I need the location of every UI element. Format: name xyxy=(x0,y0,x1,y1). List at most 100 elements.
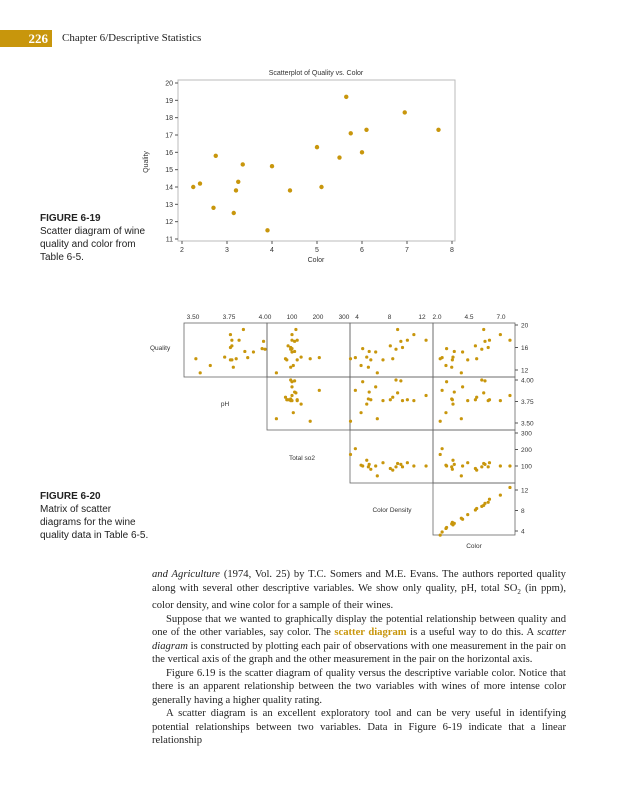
data-point xyxy=(473,344,477,348)
data-point xyxy=(451,458,455,462)
y-tick-label: 19 xyxy=(165,98,173,105)
data-point xyxy=(290,350,294,354)
matrix-panel xyxy=(266,322,351,378)
data-point xyxy=(348,419,353,423)
data-point xyxy=(274,371,278,375)
data-point xyxy=(194,357,198,361)
data-point xyxy=(475,506,479,511)
data-point xyxy=(381,358,385,362)
data-point xyxy=(405,398,409,402)
figure-label: FIGURE 6-19 xyxy=(40,213,101,224)
y-tick-label: 14 xyxy=(165,185,173,192)
data-point xyxy=(364,127,369,132)
data-point xyxy=(394,347,398,351)
body-text: and Agriculture (1974, Vol. 25) by T.C. … xyxy=(152,568,566,748)
plot-frame xyxy=(177,79,456,242)
matrix-label-total-so2: Total so2 xyxy=(289,455,315,462)
data-point xyxy=(374,464,378,468)
x-axis-label: Color xyxy=(308,257,325,264)
data-point xyxy=(308,357,312,361)
data-point xyxy=(487,338,492,342)
data-point xyxy=(445,464,449,468)
data-point xyxy=(475,357,479,361)
data-point xyxy=(405,338,409,342)
data-point xyxy=(444,363,448,368)
data-point xyxy=(459,371,463,375)
data-point xyxy=(289,365,293,369)
page-number: 226 xyxy=(0,30,52,47)
data-point xyxy=(361,347,365,351)
top-tick-label: 4.5 xyxy=(464,314,473,321)
x-tick-label: 3 xyxy=(225,247,229,254)
data-point xyxy=(436,127,441,132)
data-point xyxy=(400,399,405,403)
right-tick-label: 3.50 xyxy=(521,421,534,428)
data-point xyxy=(405,461,409,465)
y-tick-label: 16 xyxy=(165,150,173,157)
x-tick-label: 8 xyxy=(450,247,454,254)
scatter-title: Scatterplot of Quality vs. Color xyxy=(269,70,364,77)
data-point xyxy=(314,144,320,150)
data-point xyxy=(438,452,442,457)
data-point xyxy=(274,417,278,421)
data-point xyxy=(483,339,487,343)
y-tick-label: 15 xyxy=(165,167,173,174)
y-tick-label: 20 xyxy=(165,81,173,88)
matrix-label-ph: pH xyxy=(221,401,230,408)
data-point xyxy=(483,501,487,505)
data-point xyxy=(337,155,342,160)
data-point xyxy=(402,110,407,115)
data-point xyxy=(412,332,416,337)
top-tick-label: 4 xyxy=(355,314,359,321)
data-point xyxy=(353,447,357,451)
data-point xyxy=(399,379,403,383)
x-tick-label: 7 xyxy=(405,247,409,254)
data-point xyxy=(366,465,370,469)
data-point xyxy=(498,332,502,337)
data-point xyxy=(293,339,297,343)
data-point xyxy=(388,344,392,348)
data-point xyxy=(483,379,487,383)
data-point xyxy=(213,153,218,158)
data-point xyxy=(394,378,398,382)
data-point xyxy=(424,393,428,398)
data-point xyxy=(365,355,369,359)
data-point xyxy=(353,388,357,392)
data-point xyxy=(400,345,405,350)
data-point xyxy=(450,358,454,362)
data-point xyxy=(283,357,288,361)
data-point xyxy=(359,363,363,368)
data-point xyxy=(475,468,479,472)
paragraph: and Agriculture (1974, Vol. 25) by T.C. … xyxy=(152,569,566,612)
data-point xyxy=(367,462,371,466)
data-point xyxy=(391,468,395,472)
top-tick-label: 4.00 xyxy=(259,314,272,321)
matrix-panel xyxy=(183,322,268,378)
x-tick-label: 2 xyxy=(180,247,184,254)
data-point xyxy=(353,356,357,360)
data-point xyxy=(388,398,392,402)
data-point xyxy=(482,327,486,332)
data-point xyxy=(290,393,294,398)
data-point xyxy=(294,327,298,332)
data-point xyxy=(359,150,365,155)
data-point xyxy=(265,228,270,233)
top-tick-label: 200 xyxy=(313,314,324,321)
data-point xyxy=(286,344,290,348)
data-point xyxy=(461,385,465,389)
data-point xyxy=(374,350,378,354)
data-point xyxy=(451,355,455,359)
data-point xyxy=(412,399,416,403)
data-point xyxy=(251,350,256,354)
data-point xyxy=(369,398,373,402)
top-tick-label: 12 xyxy=(418,314,426,321)
right-tick-label: 12 xyxy=(521,368,529,375)
data-point xyxy=(290,399,294,403)
data-point xyxy=(450,365,454,369)
data-point xyxy=(317,388,321,392)
data-point xyxy=(480,347,484,351)
data-point xyxy=(391,357,395,361)
top-tick-label: 300 xyxy=(339,314,350,321)
y-tick-label: 12 xyxy=(165,219,173,226)
data-point xyxy=(231,365,235,369)
